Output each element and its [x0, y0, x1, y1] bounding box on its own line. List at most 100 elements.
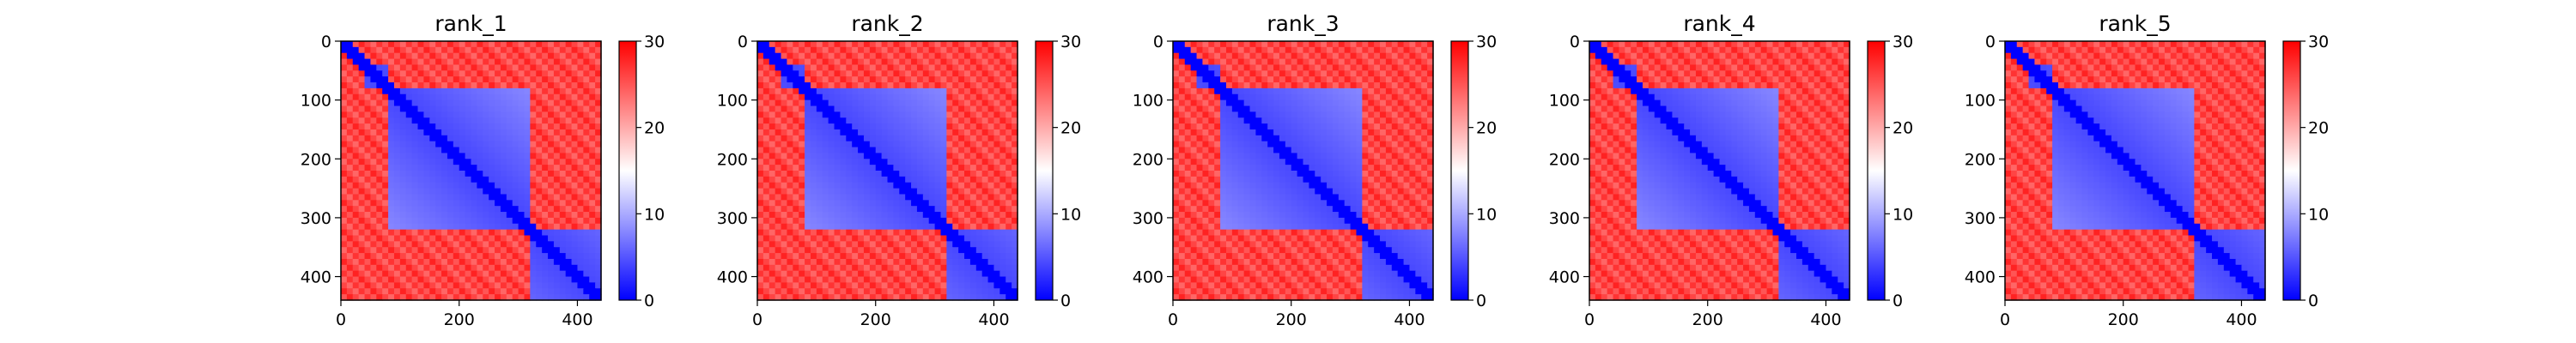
heatmap-cell — [946, 194, 953, 201]
heatmap-cell — [781, 276, 788, 284]
heatmap-cell — [1409, 159, 1416, 165]
heatmap-cell — [787, 111, 793, 118]
heatmap-cell — [863, 182, 871, 190]
heatmap-cell — [1208, 82, 1215, 89]
heatmap-cell — [981, 223, 989, 231]
heatmap-cell — [922, 93, 930, 101]
heatmap-cell — [1362, 93, 1369, 101]
heatmap-cell — [952, 70, 959, 77]
heatmap-cell — [1315, 58, 1321, 66]
heatmap-cell — [1243, 135, 1251, 142]
heatmap-cell — [471, 99, 477, 107]
heatmap-cell — [805, 217, 811, 225]
heatmap-cell — [393, 235, 401, 242]
heatmap-cell — [940, 105, 947, 112]
heatmap-cell — [1173, 41, 1180, 48]
heatmap-cell — [565, 135, 573, 142]
heatmap-cell — [1196, 182, 1204, 190]
heatmap-cell — [518, 46, 526, 54]
heatmap-cell — [1421, 159, 1428, 165]
heatmap-cell — [477, 87, 483, 95]
heatmap-cell — [477, 276, 483, 284]
heatmap-cell — [762, 129, 770, 136]
heatmap-cell — [840, 153, 847, 159]
heatmap-cell — [905, 159, 912, 165]
heatmap-cell — [940, 111, 947, 118]
heatmap-cell — [1208, 52, 1215, 60]
heatmap-cell — [1249, 52, 1257, 60]
heatmap-cell — [781, 141, 788, 148]
heatmap-cell — [465, 270, 472, 278]
heatmap-cell — [964, 235, 971, 242]
heatmap-cell — [1279, 153, 1286, 159]
heatmap-cell — [1338, 129, 1346, 136]
heatmap-cell — [358, 282, 366, 289]
heatmap-cell — [382, 147, 389, 154]
heatmap-cell — [495, 105, 501, 112]
heatmap-cell — [822, 99, 829, 107]
heatmap-cell — [846, 58, 853, 66]
heatmap-cell — [1362, 82, 1369, 89]
heatmap-cell — [393, 111, 401, 118]
heatmap-cell — [577, 64, 584, 71]
heatmap-cell — [1005, 82, 1012, 89]
heatmap-cell — [928, 159, 936, 165]
heatmap-cell — [459, 288, 466, 295]
heatmap-cell — [787, 194, 793, 201]
heatmap-cell — [589, 129, 596, 136]
heatmap-cell — [435, 165, 442, 172]
heatmap-cell — [922, 235, 930, 242]
heatmap-cell — [346, 171, 354, 178]
heatmap-cell — [399, 194, 407, 201]
heatmap-cell — [1303, 111, 1309, 118]
heatmap-cell — [887, 282, 894, 289]
heatmap-cell — [881, 129, 889, 136]
heatmap-cell — [583, 264, 590, 272]
heatmap-cell — [453, 64, 460, 71]
heatmap-cell — [471, 223, 477, 231]
heatmap-cell — [1374, 165, 1381, 172]
heatmap-cell — [858, 123, 865, 130]
heatmap-cell — [922, 270, 930, 278]
heatmap-cell — [1173, 76, 1180, 83]
heatmap-cell — [352, 194, 360, 201]
heatmap-cell — [1249, 165, 1257, 172]
heatmap-cell — [893, 212, 900, 219]
heatmap-cell — [589, 241, 596, 248]
heatmap-cell — [471, 217, 477, 225]
heatmap-cell — [887, 93, 894, 101]
heatmap-cell — [524, 217, 531, 225]
heatmap-cell — [1427, 129, 1434, 136]
heatmap-cell — [793, 253, 799, 260]
heatmap-cell — [471, 182, 477, 190]
heatmap-cell — [757, 176, 764, 184]
heatmap-cell — [441, 276, 448, 284]
heatmap-cell — [1338, 70, 1346, 77]
heatmap-cell — [542, 212, 549, 219]
heatmap-cell — [465, 247, 472, 254]
heatmap-cell — [805, 288, 811, 295]
heatmap-cell — [571, 147, 579, 154]
heatmap-cell — [352, 229, 360, 237]
heatmap-cell — [793, 52, 799, 60]
heatmap-cell — [928, 241, 936, 248]
heatmap-cell — [471, 46, 477, 54]
heatmap-cell — [512, 294, 519, 301]
heatmap-cell — [399, 87, 407, 95]
heatmap-cell — [981, 212, 989, 219]
heatmap-cell — [405, 123, 413, 130]
heatmap-cell — [781, 258, 788, 266]
heatmap-cell — [822, 165, 829, 172]
heatmap-cell — [536, 235, 543, 242]
heatmap-cell — [1214, 105, 1221, 112]
heatmap-cell — [483, 159, 489, 165]
heatmap-cell — [352, 159, 360, 165]
heatmap-cell — [1321, 176, 1327, 184]
heatmap-cell — [1338, 123, 1346, 130]
heatmap-cell — [964, 294, 971, 301]
heatmap-cell — [370, 64, 377, 71]
heatmap-cell — [364, 153, 372, 159]
heatmap-cell — [1327, 135, 1334, 142]
heatmap-cell — [1208, 153, 1215, 159]
heatmap-cell — [548, 200, 555, 207]
